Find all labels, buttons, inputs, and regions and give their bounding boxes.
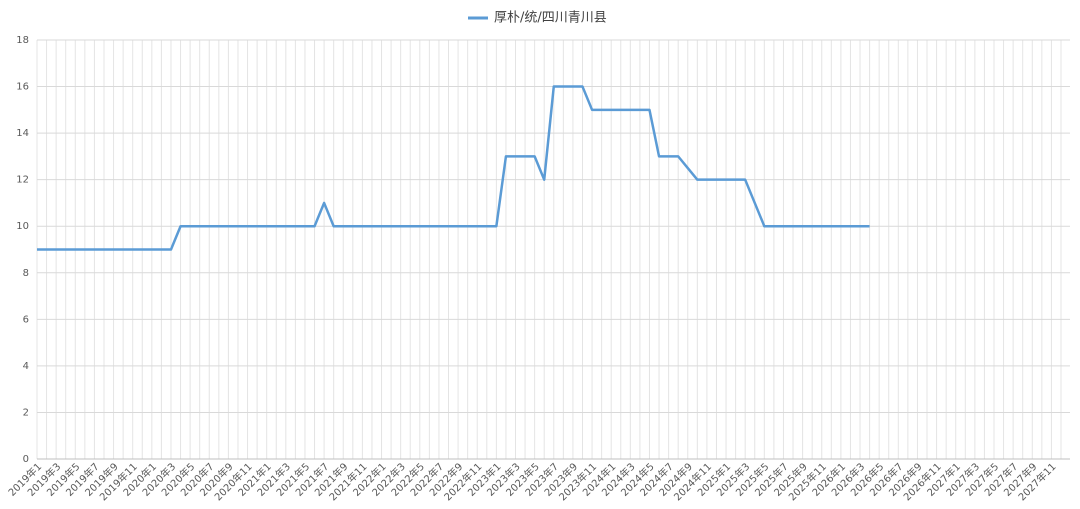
y-tick-label: 6 [23,314,29,325]
y-tick-label: 14 [16,128,29,139]
y-tick-label: 10 [16,221,29,232]
y-tick-label: 12 [16,175,29,186]
y-tick-label: 8 [23,268,29,279]
y-tick-label: 4 [23,361,29,372]
y-tick-label: 18 [16,35,29,46]
y-tick-label: 16 [16,82,29,93]
y-tick-label: 0 [23,454,29,465]
y-tick-label: 2 [23,407,29,418]
legend-text: 厚朴/统/四川青川县 [494,11,607,26]
series-line [37,85,870,251]
